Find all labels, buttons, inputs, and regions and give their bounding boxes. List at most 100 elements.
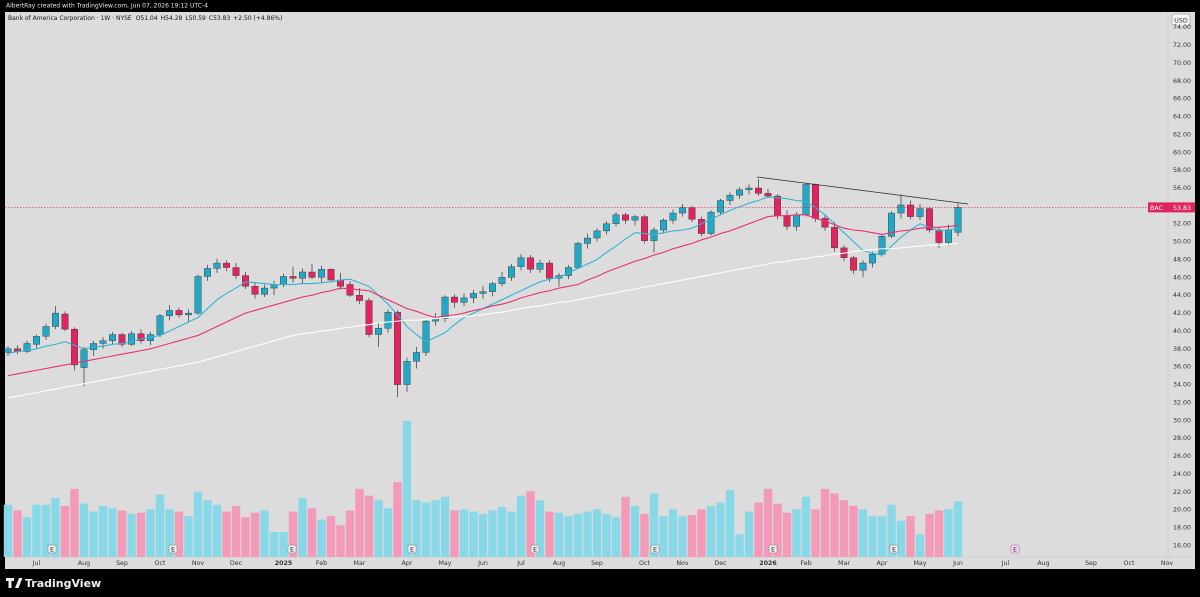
earnings-box[interactable]	[768, 544, 778, 554]
earnings-box[interactable]	[407, 544, 417, 554]
candle-body	[4, 348, 12, 353]
volume-bar	[440, 496, 450, 557]
volume-bar	[117, 510, 127, 557]
volume-bar	[706, 505, 716, 557]
candle-body	[650, 229, 658, 241]
volume-bar	[260, 510, 269, 557]
x-tick-label: 2026	[759, 560, 777, 567]
earnings-box[interactable]	[287, 544, 297, 554]
candle-body	[812, 184, 819, 219]
high-value: 54.28	[165, 15, 182, 22]
volume-bar	[763, 488, 773, 557]
earnings-marker[interactable]: E	[771, 546, 775, 554]
y-tick-label: 36.00	[1173, 364, 1191, 371]
candle-body	[954, 207, 962, 233]
volume-bar	[868, 516, 877, 557]
earnings-marker[interactable]: E	[171, 546, 175, 554]
earnings-marker[interactable]: E	[533, 546, 537, 554]
y-tick-label: 62.00	[1173, 131, 1191, 138]
volume-bar	[307, 508, 317, 557]
volume-bar	[383, 508, 393, 557]
earnings-marker[interactable]: E	[653, 546, 657, 554]
volume-bar	[79, 503, 89, 557]
y-tick-label: 50.00	[1173, 239, 1191, 246]
volume-bar	[32, 504, 41, 557]
moving-average	[7, 214, 959, 377]
high-label: H	[161, 15, 166, 22]
candle-body	[584, 237, 591, 244]
volume-bar	[98, 505, 108, 557]
candle-body	[99, 340, 107, 344]
x-tick-label: Jun	[477, 560, 488, 567]
volume-bar	[355, 488, 364, 557]
x-tick-label: Feb	[316, 560, 327, 567]
candle-body	[774, 195, 781, 216]
y-tick-label: 40.00	[1173, 328, 1191, 335]
close-label: C	[209, 15, 213, 22]
earnings-box[interactable]	[889, 544, 899, 554]
y-tick-label: 42.00	[1173, 310, 1191, 317]
volume-bar	[754, 502, 763, 557]
candle-body	[280, 276, 287, 285]
earnings-box[interactable]	[530, 544, 540, 554]
candle-body	[375, 328, 382, 335]
earnings-marker[interactable]: E	[50, 546, 54, 554]
volume-bar	[60, 505, 70, 557]
currency[interactable]: USD	[1174, 18, 1188, 25]
volume-bar	[792, 509, 801, 557]
candle-body	[470, 293, 477, 299]
candle-body	[413, 352, 420, 362]
candle-body	[612, 214, 620, 224]
y-tick-label: 38.00	[1173, 346, 1191, 353]
y-tick-label: 66.00	[1173, 96, 1191, 103]
volume-bar	[668, 509, 678, 557]
candle-body	[546, 262, 553, 279]
moving-average	[7, 242, 959, 399]
y-tick-label: 46.00	[1173, 274, 1191, 281]
candle-body	[213, 262, 221, 269]
candle-body	[479, 291, 487, 294]
candle-body	[498, 277, 506, 284]
volume-bar	[51, 497, 60, 557]
earnings-marker[interactable]: E	[1013, 546, 1017, 554]
earnings-marker[interactable]: E	[892, 546, 896, 554]
volume-bar	[773, 503, 782, 557]
volume-bar	[250, 512, 260, 557]
candle-body	[128, 333, 135, 345]
earnings-marker[interactable]: E	[410, 546, 414, 554]
volume-bar	[830, 493, 839, 557]
x-tick-label: Aug	[553, 560, 565, 567]
x-tick-label: Sep	[591, 560, 603, 567]
x-tick-label: Sep	[116, 560, 128, 567]
earnings-box[interactable]	[47, 544, 57, 554]
candle-body	[42, 326, 50, 337]
volume-bar	[89, 511, 98, 557]
earnings-box[interactable]	[168, 544, 178, 554]
watermark: AlbertRay created with TradingView.com, …	[6, 3, 208, 10]
candle-body	[489, 283, 496, 292]
candle-body	[460, 297, 468, 303]
earnings-box[interactable]	[650, 544, 660, 554]
x-tick-label: Jul	[1001, 560, 1010, 567]
candle-body	[850, 257, 857, 271]
currency-button[interactable]	[1171, 13, 1191, 27]
volume-bar	[934, 510, 944, 557]
earnings-marker[interactable]: E	[290, 546, 294, 554]
ticker-label: BAC	[1150, 205, 1164, 212]
candle-body	[71, 328, 78, 366]
volume-bar	[915, 534, 925, 557]
volume-bar	[478, 513, 488, 557]
volume-bar	[801, 496, 811, 557]
candle-body	[783, 215, 791, 227]
volume-bar	[364, 495, 374, 557]
volume-bar	[839, 500, 849, 557]
candle-body	[726, 194, 734, 201]
y-tick-label: 26.00	[1173, 453, 1191, 460]
earnings-box[interactable]	[1010, 544, 1020, 554]
volume-bar	[535, 500, 545, 557]
volume-bar	[602, 513, 611, 557]
volume-bar	[858, 509, 868, 557]
y-tick-label: 28.00	[1173, 435, 1191, 442]
candle-body	[641, 216, 648, 241]
volume-bar	[583, 511, 592, 557]
